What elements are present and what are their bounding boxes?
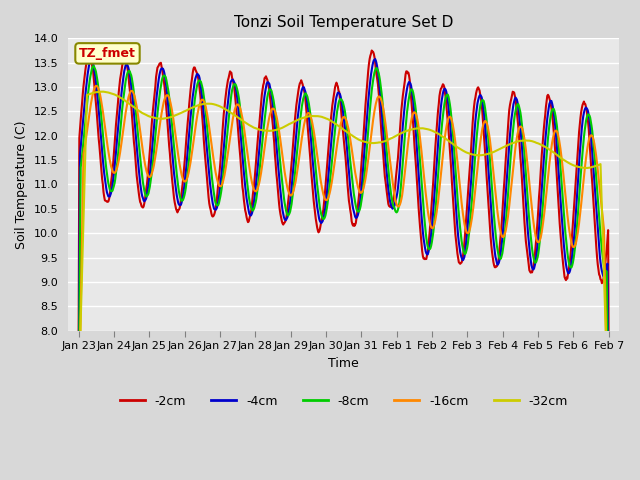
Text: TZ_fmet: TZ_fmet [79, 47, 136, 60]
Title: Tonzi Soil Temperature Set D: Tonzi Soil Temperature Set D [234, 15, 453, 30]
Legend: -2cm, -4cm, -8cm, -16cm, -32cm: -2cm, -4cm, -8cm, -16cm, -32cm [115, 390, 573, 413]
X-axis label: Time: Time [328, 357, 359, 370]
Y-axis label: Soil Temperature (C): Soil Temperature (C) [15, 120, 28, 249]
